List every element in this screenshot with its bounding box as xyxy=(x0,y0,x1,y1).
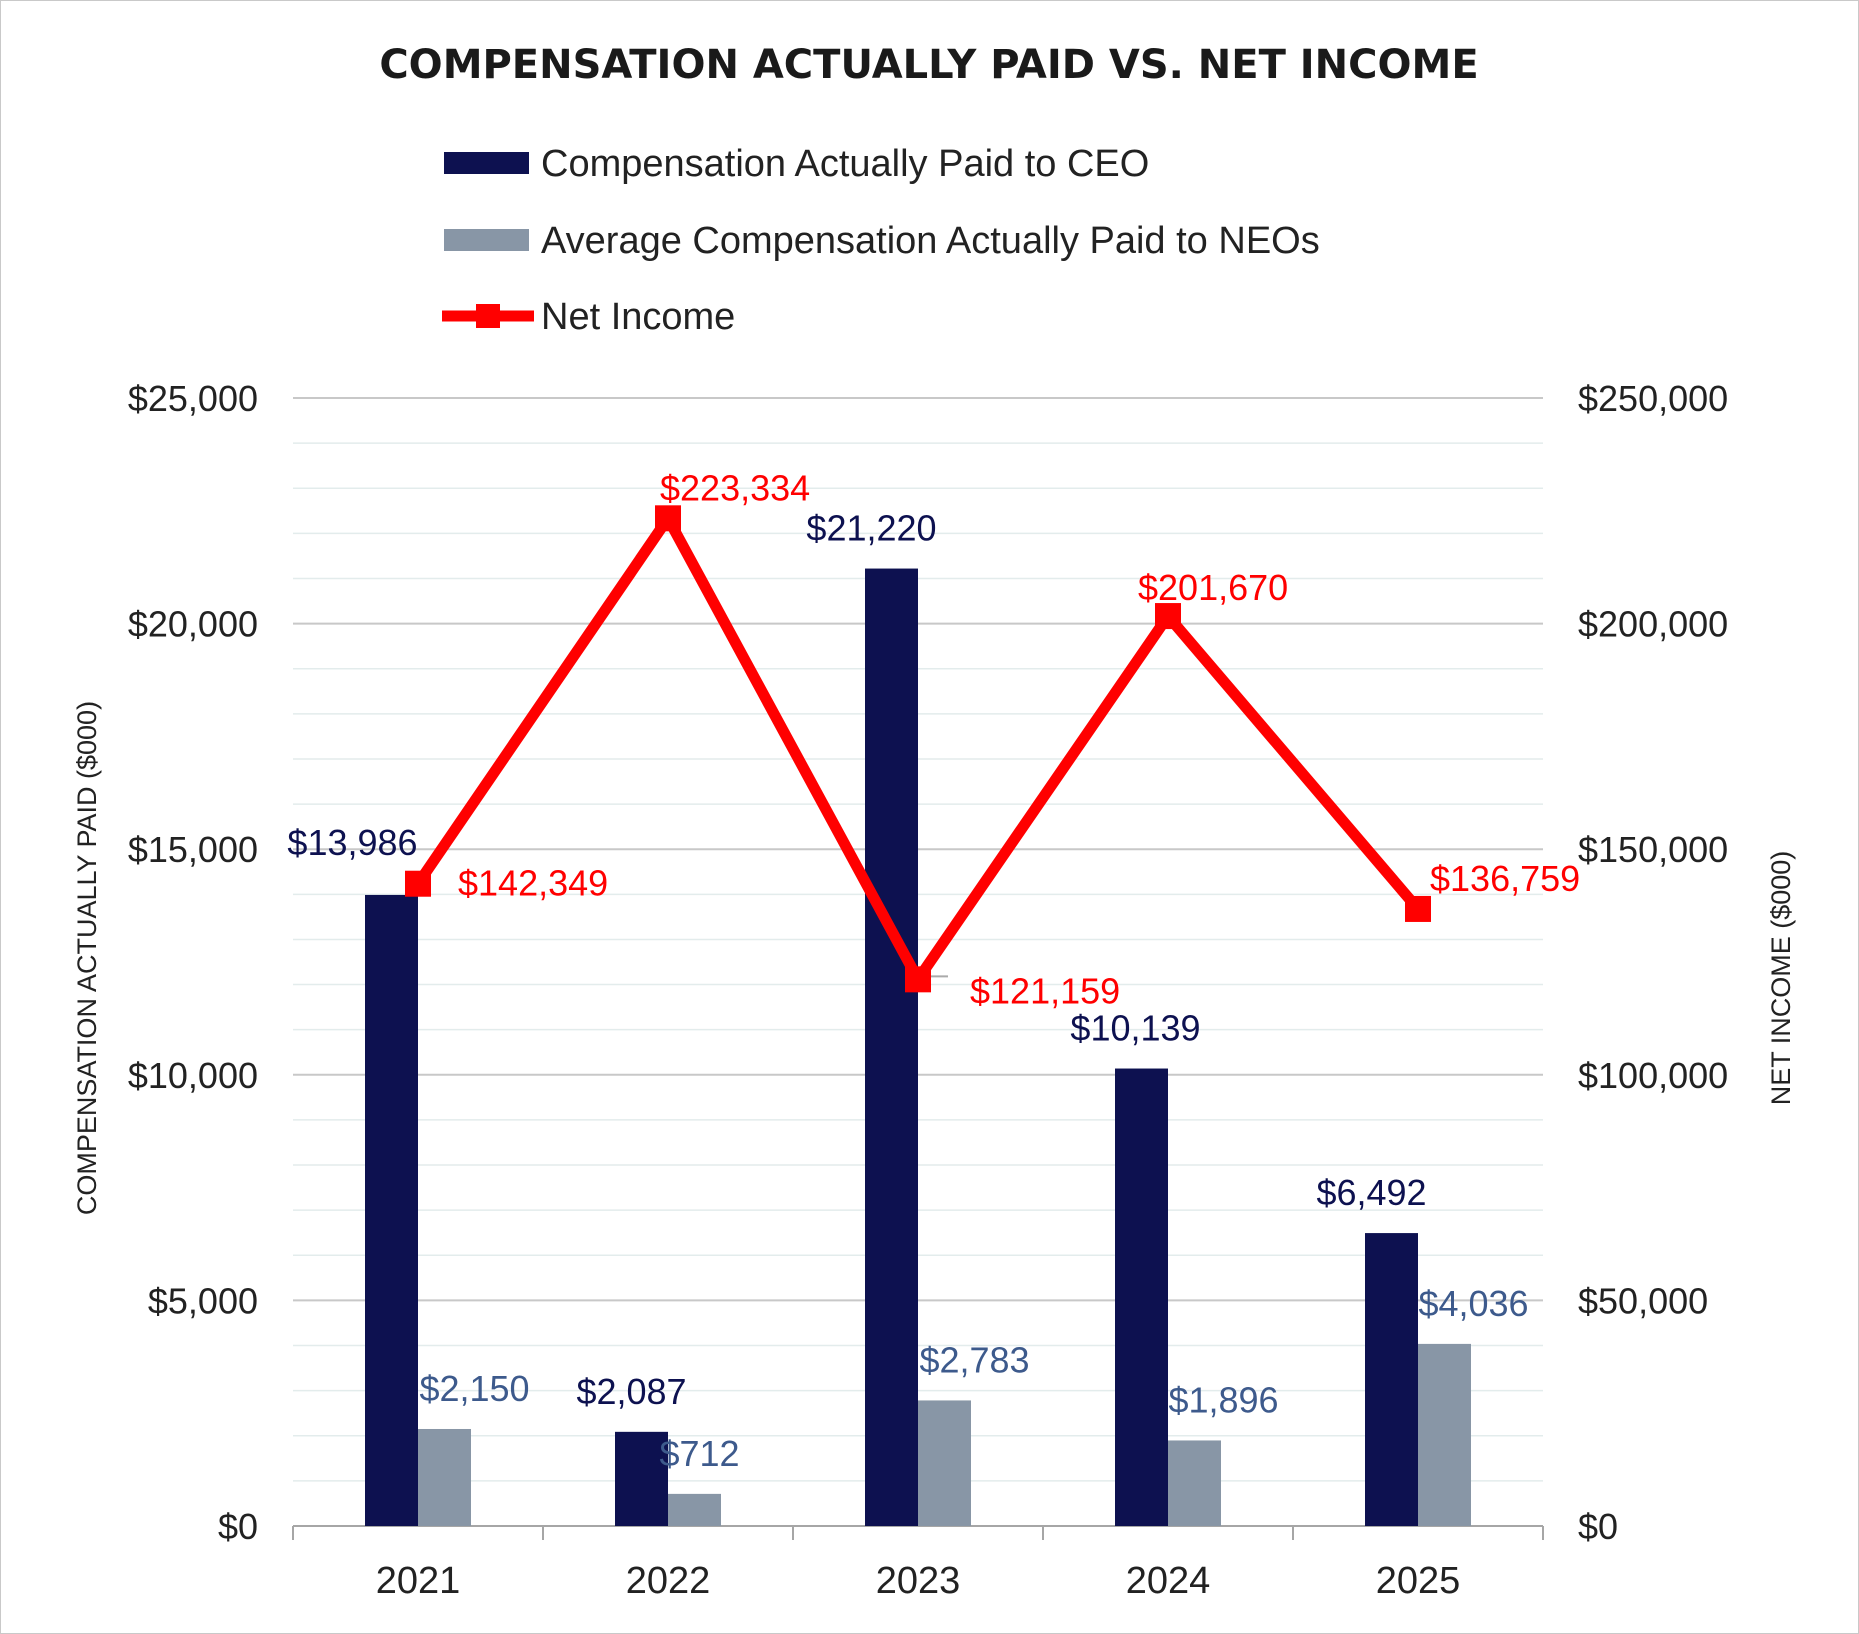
right-tick-label: $150,000 xyxy=(1578,829,1728,870)
ceo-data-label-2023: $21,220 xyxy=(806,508,936,549)
net-income-data-label-2021: $142,349 xyxy=(458,863,608,904)
legend-swatch-0 xyxy=(444,152,529,174)
legend-label-1: Average Compensation Actually Paid to NE… xyxy=(541,220,1320,262)
legend-swatch-1 xyxy=(444,229,529,251)
legend-label-2: Net Income xyxy=(541,296,735,338)
net-income-data-label-2023: $121,159 xyxy=(970,970,1120,1011)
ceo-data-label-2025: $6,492 xyxy=(1316,1172,1426,1213)
left-axis-title: COMPENSATION ACTUALLY PAID ($000) xyxy=(72,701,102,1215)
bar-ceo-2023 xyxy=(865,568,918,1526)
data-labels: $13,986 $2,150 $2,087 $712 $21,220 $2,783 $10,… xyxy=(287,467,1580,1474)
neo-data-label-2024: $1,896 xyxy=(1168,1379,1278,1420)
bar-neo-2024 xyxy=(1168,1440,1221,1526)
right-tick-label: $50,000 xyxy=(1578,1280,1708,1321)
x-tick-label: 2022 xyxy=(626,1560,711,1602)
left-tick-label: $25,000 xyxy=(128,378,258,419)
net-income-marker-2025 xyxy=(1405,895,1431,922)
net-income-data-label-2025: $136,759 xyxy=(1430,858,1580,899)
neo-data-label-2021: $2,150 xyxy=(419,1368,529,1409)
net-income-data-label-2024: $201,670 xyxy=(1138,567,1288,608)
bar-ceo-2021 xyxy=(365,894,418,1526)
bar-ceo-2022 xyxy=(615,1431,668,1526)
neo-data-label-2025: $4,036 xyxy=(1418,1283,1528,1324)
bar-neo-2021 xyxy=(418,1428,471,1526)
left-tick-label: $5,000 xyxy=(148,1280,258,1321)
right-tick-label: $0 xyxy=(1578,1506,1618,1547)
x-tick-label: 2023 xyxy=(876,1560,961,1602)
right-axis-title: NET INCOME ($000) xyxy=(1766,851,1796,1106)
legend-label-0: Compensation Actually Paid to CEO xyxy=(541,143,1149,185)
left-axis: $0 $5,000 $10,000 $15,000 $20,000 $25,000 COMP… xyxy=(72,378,258,1547)
right-axis: $0 $50,000 $100,000 $150,000 $200,000 $250,00… xyxy=(1578,378,1796,1547)
bar-neo-2022 xyxy=(668,1493,721,1526)
bar-neo-2025 xyxy=(1418,1343,1471,1526)
bars xyxy=(365,568,1471,1526)
right-tick-label: $250,000 xyxy=(1578,378,1728,419)
left-tick-label: $20,000 xyxy=(128,604,258,645)
left-tick-label: $10,000 xyxy=(128,1055,258,1096)
x-axis: 2021 2022 2023 2024 2025 xyxy=(292,1525,1544,1602)
x-tick-label: 2025 xyxy=(1376,1560,1461,1602)
neo-data-label-2023: $2,783 xyxy=(919,1339,1029,1380)
left-tick-label: $0 xyxy=(218,1506,258,1547)
net-income-marker-2021 xyxy=(405,870,431,897)
right-tick-label: $100,000 xyxy=(1578,1055,1728,1096)
x-tick-label: 2024 xyxy=(1126,1560,1211,1602)
net-income-line-group xyxy=(405,505,1431,993)
net-income-marker-2024 xyxy=(1155,603,1181,630)
ceo-data-label-2022: $2,087 xyxy=(576,1371,686,1412)
bar-ceo-2024 xyxy=(1115,1068,1168,1526)
legend: Compensation Actually Paid to CEO Average… xyxy=(442,143,1320,338)
left-tick-label: $15,000 xyxy=(128,829,258,870)
neo-data-label-2022: $712 xyxy=(659,1433,739,1474)
legend-marker-swatch xyxy=(476,304,500,328)
chart-title: COMPENSATION ACTUALLY PAID VS. NET INCOM… xyxy=(379,42,1478,88)
net-income-marker-2022 xyxy=(655,505,681,532)
right-tick-label: $200,000 xyxy=(1578,604,1728,645)
net-income-data-label-2022: $223,334 xyxy=(660,467,810,508)
net-income-marker-2023 xyxy=(905,966,931,993)
bar-ceo-2025 xyxy=(1365,1233,1418,1526)
bar-neo-2023 xyxy=(918,1400,971,1526)
x-tick-label: 2021 xyxy=(376,1560,461,1602)
ceo-data-label-2024: $10,139 xyxy=(1070,1008,1200,1049)
ceo-data-label-2021: $13,986 xyxy=(287,822,417,863)
